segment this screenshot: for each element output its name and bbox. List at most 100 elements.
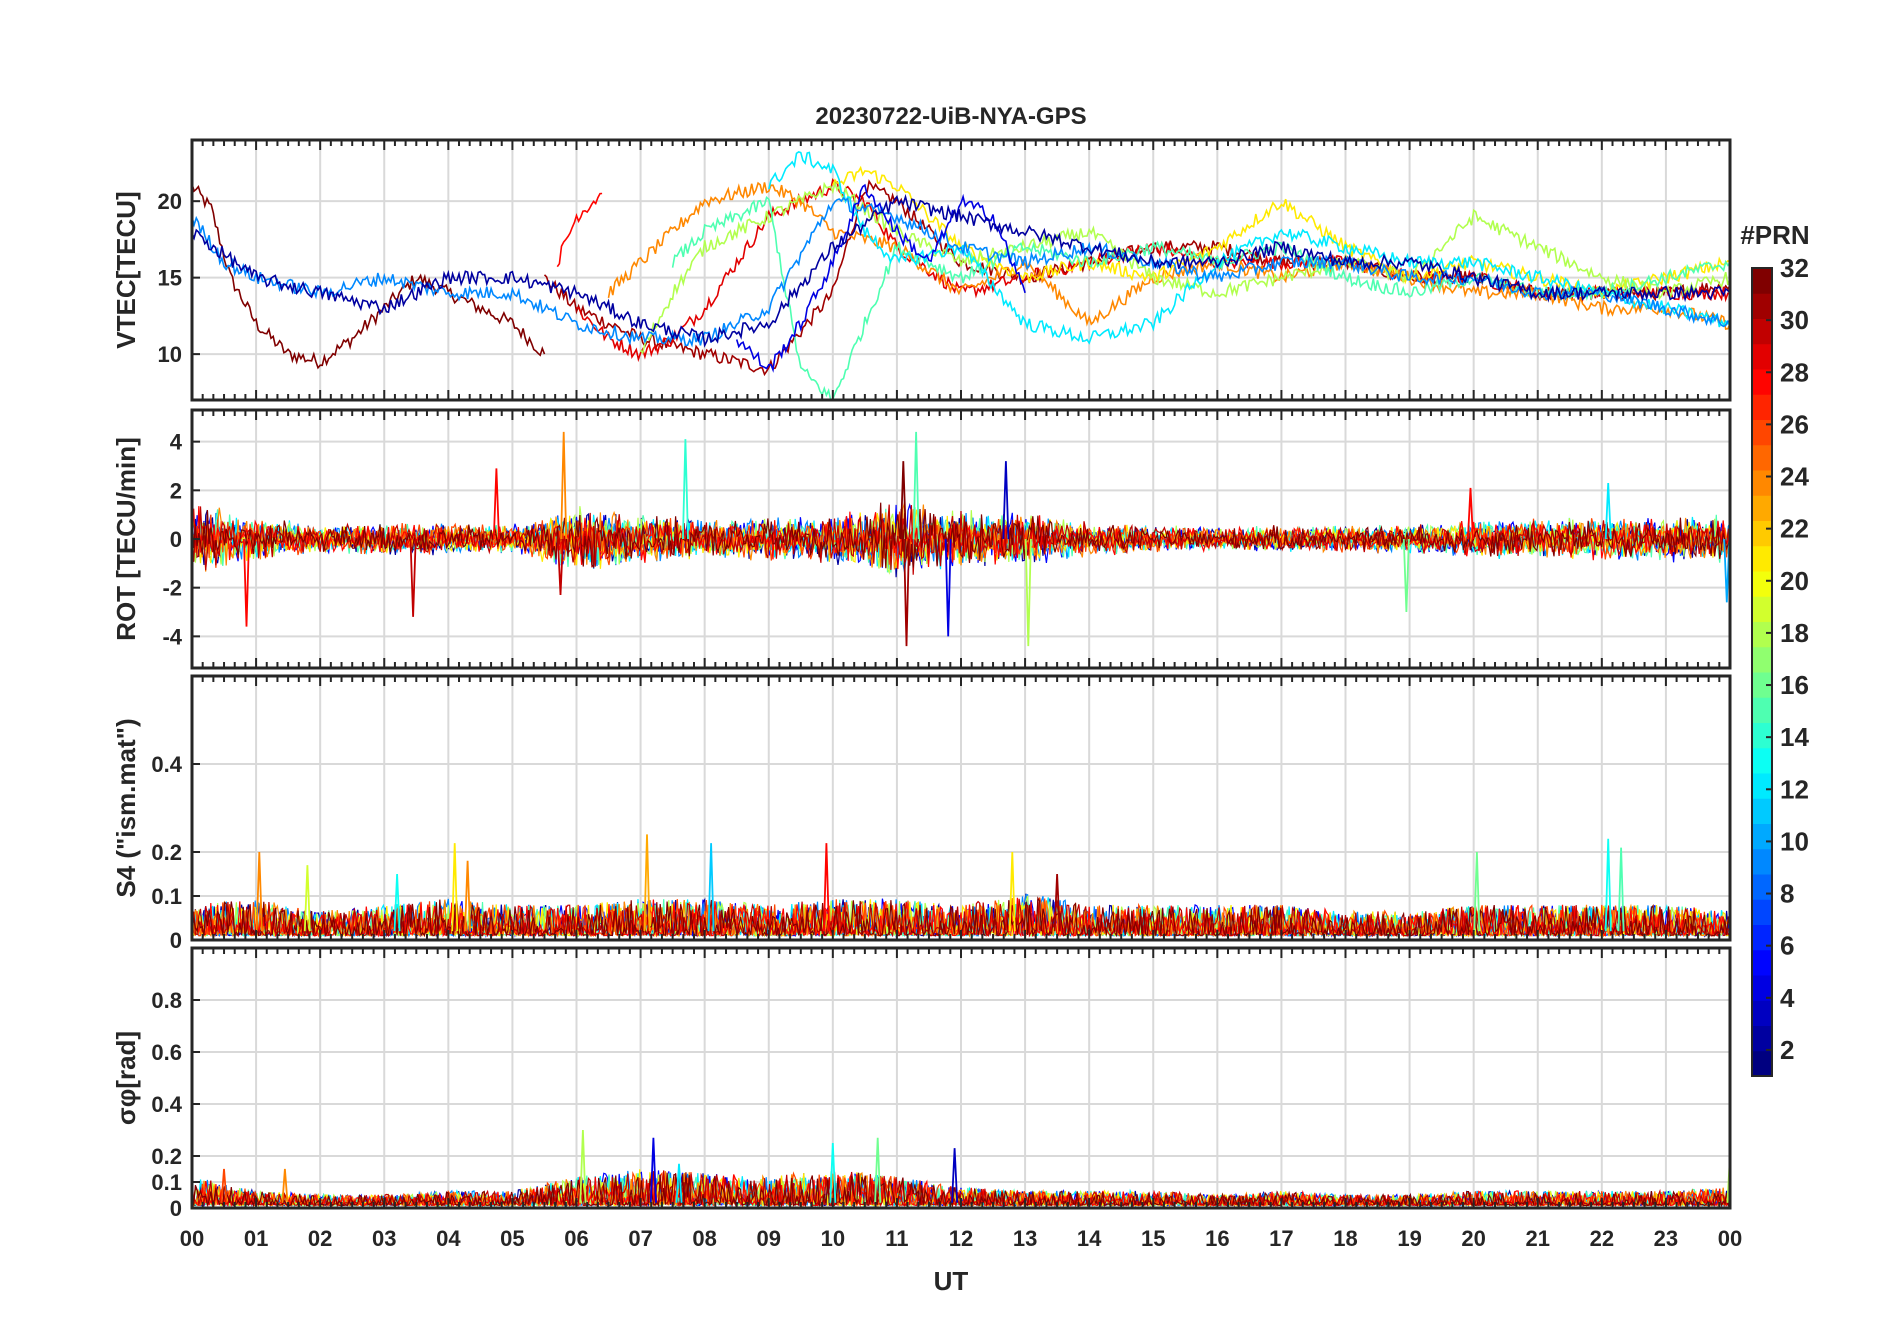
s4-panel: 0 0.1 0.2 0.4 S4 ("ism.mat") <box>111 674 1732 953</box>
vtec-series-prn-4 <box>735 183 1026 373</box>
x-tick-label-9: 09 <box>757 1226 781 1251</box>
colorbar-tick-label-8: 8 <box>1780 879 1794 909</box>
x-tick-label-22: 22 <box>1590 1226 1614 1251</box>
x-tick-label-7: 07 <box>628 1226 652 1251</box>
x-tick-label-19: 19 <box>1397 1226 1421 1251</box>
vtec-panel: 10 15 20 VTEC[TECU] <box>111 138 1732 402</box>
vtec-plot <box>192 151 1730 400</box>
x-tick-label-6: 06 <box>564 1226 588 1251</box>
s4-spike-11 <box>1604 838 1612 932</box>
colorbar-swatch-23 <box>1752 495 1772 521</box>
vtec-grid <box>191 140 1731 400</box>
rot-ytick-label-0: 0 <box>170 527 182 552</box>
x-tick-label-4: 04 <box>436 1226 461 1251</box>
s4-ytick-label-0.2: 0.2 <box>151 840 182 865</box>
colorbar-swatch-27 <box>1752 394 1772 420</box>
rot-ytick-label--2: -2 <box>162 576 182 601</box>
x-tick-label-2: 02 <box>308 1226 332 1251</box>
sigma_phi-ytick-label-0.2: 0.2 <box>151 1144 182 1169</box>
colorbar-swatch-15 <box>1752 697 1772 723</box>
sigma_phi-grid <box>191 948 1731 1209</box>
colorbar-tick-label-16: 16 <box>1780 670 1809 700</box>
vtec-series-prn-24 <box>607 181 1730 331</box>
colorbar-swatch-8 <box>1752 874 1772 900</box>
sigma_phi-spike-5 <box>829 1142 837 1203</box>
s4-spike-8 <box>1008 851 1016 932</box>
colorbar-swatch-28 <box>1752 369 1772 395</box>
x-axis-label: UT <box>934 1266 969 1296</box>
x-tick-label-11: 11 <box>885 1226 908 1251</box>
vtec-series-prn-2 <box>192 193 1730 348</box>
colorbar-swatch-19 <box>1752 596 1772 622</box>
colorbar-tick-label-10: 10 <box>1780 826 1809 856</box>
rot-panel: -4 -2 0 2 4 ROT [TECU/min] <box>111 408 1732 670</box>
s4-spike-9 <box>1053 873 1061 932</box>
x-tick-label-24: 00 <box>1718 1226 1742 1251</box>
vtec-x-ticks <box>191 140 1731 400</box>
colorbar-swatch-25 <box>1752 444 1772 471</box>
rot-spike-7 <box>903 538 910 647</box>
x-tick-label-20: 20 <box>1461 1226 1485 1251</box>
colorbar-swatch-31 <box>1752 293 1772 319</box>
s4-spike-3 <box>451 843 459 932</box>
colorbar-label: #PRN <box>1740 220 1809 250</box>
s4-spike-4 <box>464 860 471 932</box>
s4-y-label: S4 ("ism.mat") <box>111 718 141 897</box>
colorbar-tick-label-28: 28 <box>1780 357 1809 387</box>
vtec-series-prn-32 <box>192 183 546 370</box>
rot-series-prn-30 <box>192 504 1730 575</box>
s4-grid <box>191 676 1731 941</box>
colorbar-swatch-13 <box>1752 747 1772 774</box>
s4-spike-2 <box>393 873 401 932</box>
rot-spike-14 <box>1604 482 1612 540</box>
colorbar-swatch-17 <box>1752 646 1772 673</box>
sigma_phi-ytick-label-0.4: 0.4 <box>151 1092 182 1117</box>
s4-spike-10 <box>1473 851 1481 932</box>
x-tick-label-14: 14 <box>1077 1226 1102 1251</box>
rot-spike-6 <box>899 461 907 540</box>
vtec-y-label: VTEC[TECU] <box>111 191 141 348</box>
sigma-phi-panel: 00.10.2 0.4 0.6 0.8 σφ[rad] <box>111 946 1732 1221</box>
x-tick-labels: 00 01 02 03 04 05 06 07 08 09 10 11 12 13 14 15 16 17 18 19… <box>180 1226 1742 1251</box>
x-tick-label-23: 23 <box>1654 1226 1678 1251</box>
colorbar-swatch-30 <box>1752 318 1772 345</box>
rot-y-label: ROT [TECU/min] <box>111 437 141 641</box>
colorbar-swatch-5 <box>1752 949 1772 976</box>
colorbar-swatch-3 <box>1752 1000 1772 1026</box>
vtec-series-prn-28 <box>556 192 603 268</box>
rot-series-prn-28 <box>192 506 1730 570</box>
rot-spike-4 <box>557 538 564 596</box>
rot-ytick-label--4: -4 <box>162 624 182 649</box>
s4-ytick-label-0.4: 0.4 <box>151 752 182 777</box>
colorbar-tick-label-6: 6 <box>1780 931 1794 961</box>
rot-spike-3 <box>560 431 568 540</box>
sigma_phi-x-ticks <box>191 948 1731 1208</box>
colorbar-swatch-10 <box>1752 823 1772 850</box>
vtec-ytick-label-10: 10 <box>158 342 182 367</box>
s4-x-ticks <box>191 676 1731 940</box>
rot-spike-9 <box>944 538 952 637</box>
colorbar-swatch-29 <box>1752 343 1772 370</box>
x-tick-label-10: 10 <box>821 1226 845 1251</box>
rot-spike-5 <box>682 439 689 540</box>
sigma_phi-spike-7 <box>951 1148 959 1203</box>
figure-title: 20230722-UiB-NYA-GPS <box>815 103 1086 130</box>
colorbar-tick-label-24: 24 <box>1780 462 1809 492</box>
x-tick-label-8: 08 <box>692 1226 716 1251</box>
rot-plot <box>192 431 1730 647</box>
colorbar-tick-label-30: 30 <box>1780 305 1809 335</box>
x-tick-label-15: 15 <box>1141 1226 1165 1251</box>
x-tick-label-13: 13 <box>1013 1226 1037 1251</box>
rot-spike-8 <box>912 431 920 540</box>
colorbar-swatch-7 <box>1752 899 1772 925</box>
x-tick-label-16: 16 <box>1205 1226 1229 1251</box>
sigma_phi-plot <box>192 1129 1730 1208</box>
colorbar-tick-label-20: 20 <box>1780 566 1809 596</box>
colorbar-tick-label-14: 14 <box>1780 722 1809 752</box>
colorbar-swatch-21 <box>1752 545 1772 572</box>
colorbar-swatch-1 <box>1752 1050 1772 1077</box>
sigma_phi-spike-1 <box>281 1168 289 1203</box>
colorbar-swatch-18 <box>1752 621 1772 648</box>
x-tick-label-18: 18 <box>1333 1226 1357 1251</box>
